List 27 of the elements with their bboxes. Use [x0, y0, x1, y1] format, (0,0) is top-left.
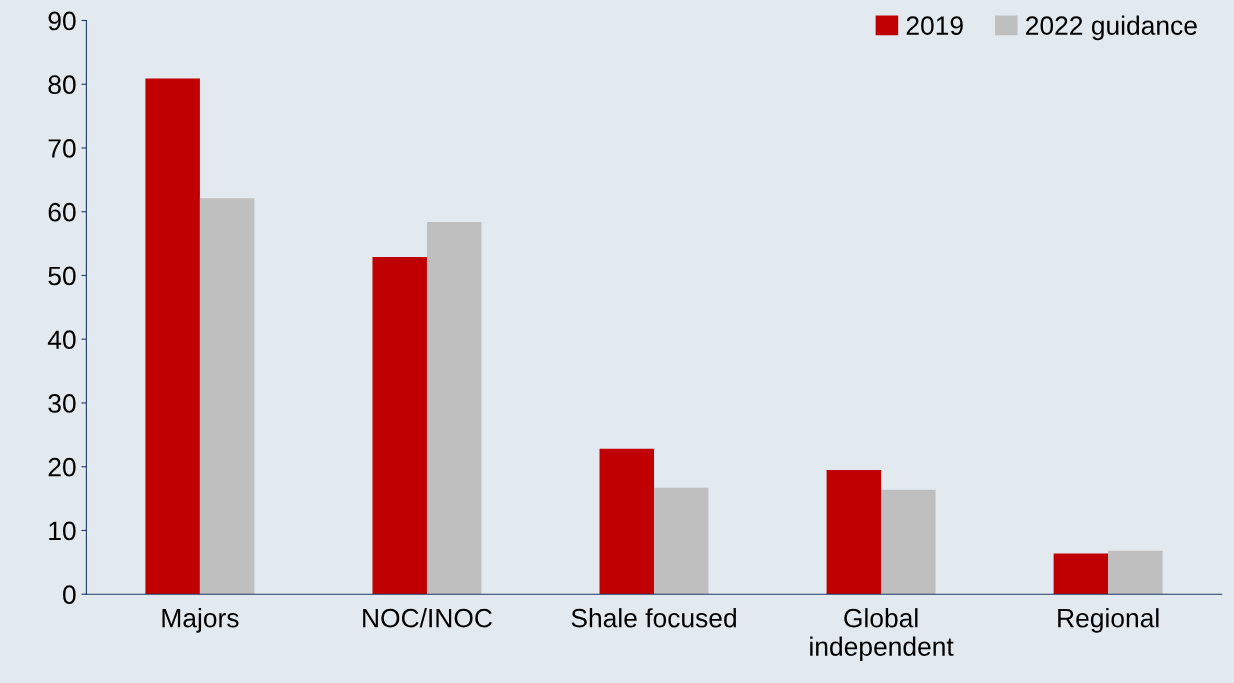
- y-tick-label: 0: [63, 585, 76, 605]
- y-tick-label: 50: [48, 266, 76, 286]
- x-tick-label: Regional: [1058, 608, 1159, 633]
- bar: [654, 487, 709, 595]
- bar: [881, 489, 936, 595]
- y-tick-label: 80: [48, 75, 76, 95]
- y-tick-label: 10: [49, 521, 76, 541]
- x-tick-label: Shale focused: [571, 608, 736, 628]
- bar: [1108, 550, 1163, 595]
- x-tick-label: Global independent: [810, 608, 954, 662]
- y-tick-label: 20: [48, 457, 76, 477]
- bar: [199, 198, 255, 595]
- y-tick-label: 30: [48, 394, 76, 413]
- bar: [599, 448, 655, 595]
- bar: [826, 469, 882, 595]
- x-tick-label: NOC/INOC: [363, 608, 492, 628]
- bar: [145, 78, 200, 595]
- bar: [372, 256, 427, 595]
- legend-label: 2022 guidance: [1026, 15, 1197, 41]
- bar: [1053, 553, 1109, 595]
- y-tick-label: 40: [47, 330, 76, 350]
- bar: [426, 221, 482, 595]
- x-tick-label: Majors: [162, 608, 239, 633]
- y-tick-label: 90: [48, 11, 76, 31]
- y-tick-label: 60: [48, 202, 76, 222]
- legend-label: 2019: [906, 16, 963, 35]
- y-tick-label: 70: [48, 139, 76, 158]
